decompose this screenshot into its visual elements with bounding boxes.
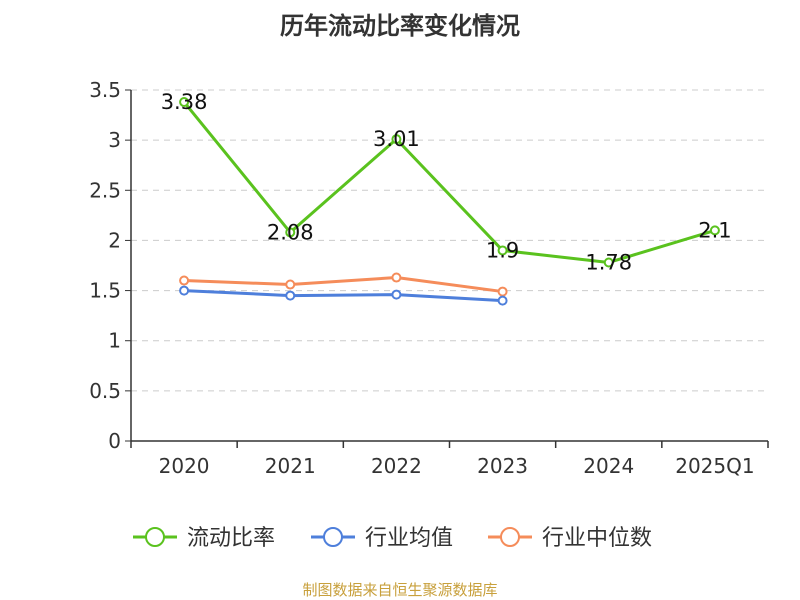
data-point bbox=[391, 289, 402, 300]
gridlines bbox=[131, 89, 768, 392]
x-tick-label: 2020 bbox=[159, 454, 210, 478]
source-note: 制图数据来自恒生聚源数据库 bbox=[302, 581, 498, 599]
y-tick-label: 0.5 bbox=[89, 379, 121, 403]
data-point bbox=[709, 225, 720, 236]
y-tick-label: 3 bbox=[108, 128, 121, 152]
legend-label: 行业中位数 bbox=[542, 526, 652, 551]
x-tick-label: 2022 bbox=[371, 454, 422, 478]
data-point bbox=[391, 272, 402, 283]
chart-title: 历年流动比率变化情况 bbox=[280, 12, 520, 40]
series-line-1 bbox=[184, 289, 503, 303]
data-label: 3.01 bbox=[373, 127, 420, 151]
x-tick-label: 2025Q1 bbox=[675, 454, 754, 478]
legend-swatch-marker bbox=[145, 527, 165, 547]
axes: 0 0.5 1 1.5 2 2.5 3 3.5 2020 2021 2022 2023 2024 2025… bbox=[89, 78, 769, 478]
data-labels: 3.38 2.08 3.01 1.9 1.78 2.1 bbox=[161, 90, 732, 274]
data-point bbox=[285, 290, 296, 301]
data-point bbox=[285, 279, 296, 290]
data-label: 2.1 bbox=[698, 218, 731, 242]
data-point bbox=[179, 275, 190, 286]
data-label: 1.78 bbox=[585, 250, 632, 274]
legend-label: 流动比率 bbox=[187, 526, 275, 551]
legend[interactable]: 流动比率 行业均值 行业中位数 bbox=[133, 526, 652, 551]
data-point bbox=[391, 134, 402, 145]
y-tick-label: 3.5 bbox=[89, 78, 121, 102]
data-point bbox=[179, 285, 190, 296]
legend-item-2[interactable]: 行业中位数 bbox=[488, 526, 652, 551]
x-tick-label: 2024 bbox=[583, 454, 634, 478]
series-line-2 bbox=[184, 276, 503, 294]
y-tick-label: 2 bbox=[108, 228, 121, 252]
data-point bbox=[179, 97, 190, 108]
data-point bbox=[497, 286, 508, 297]
y-tick-label: 1.5 bbox=[89, 279, 121, 303]
legend-label: 行业均值 bbox=[365, 526, 453, 551]
data-point bbox=[497, 245, 508, 256]
data-label: 3.38 bbox=[161, 90, 208, 114]
legend-item-1[interactable]: 行业均值 bbox=[311, 526, 453, 551]
legend-item-0[interactable]: 流动比率 bbox=[133, 526, 275, 551]
x-tick-label: 2021 bbox=[265, 454, 316, 478]
data-point bbox=[285, 227, 296, 238]
data-label: 1.9 bbox=[486, 238, 519, 262]
data-point bbox=[497, 295, 508, 306]
data-point bbox=[603, 257, 614, 268]
series-line-0 bbox=[182, 101, 716, 264]
y-tick-label: 0 bbox=[108, 429, 121, 453]
x-tick-label: 2023 bbox=[477, 454, 528, 478]
legend-swatch-marker bbox=[500, 527, 520, 547]
series-layer bbox=[179, 97, 720, 306]
y-tick-label: 2.5 bbox=[89, 178, 121, 202]
data-label: 2.08 bbox=[267, 220, 314, 244]
legend-swatch-marker bbox=[323, 527, 343, 547]
y-tick-label: 1 bbox=[108, 329, 121, 353]
